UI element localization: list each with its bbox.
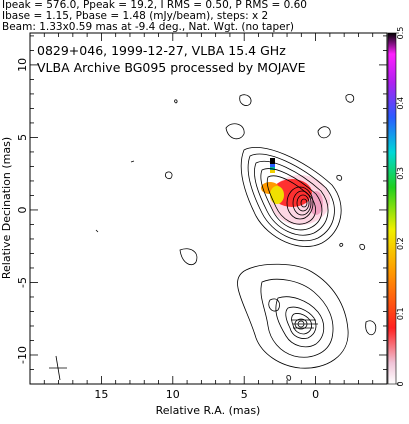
y-tick-label: -5 — [16, 277, 29, 288]
x-tick-label: 15 — [94, 388, 108, 401]
pol-pixel-black — [270, 158, 275, 164]
chart-title: 0829+046, 1999-12-27, VLBA 15.4 GHz — [37, 43, 286, 58]
plot-frame — [29, 32, 388, 385]
noise-marks — [95, 160, 135, 233]
core-contour-8 — [296, 194, 310, 212]
south-contour-10 — [365, 320, 377, 336]
outer-contour-9 — [359, 243, 366, 251]
core-contour-6 — [286, 186, 314, 220]
south-contour-4 — [285, 306, 317, 339]
south-contour-1 — [237, 263, 349, 369]
noise-mark-2 — [95, 229, 99, 233]
outer-contour-3 — [317, 126, 331, 139]
beam-marker — [49, 355, 67, 381]
x-tick-label: 10 — [166, 388, 180, 401]
core-contour-4 — [260, 168, 323, 231]
core-fill-yellow — [270, 186, 284, 204]
y-tick-label: 10 — [16, 58, 29, 72]
south-contours — [179, 248, 377, 381]
axes: 15 10 5 0 10 5 0 -5 -10 — [16, 33, 387, 401]
core-contour-5 — [266, 175, 316, 225]
y-tick-label: 5 — [16, 134, 29, 141]
south-contour-9 — [179, 248, 198, 266]
outer-contour-1 — [225, 123, 245, 140]
core-contour-3 — [254, 161, 329, 236]
contour-map — [49, 93, 377, 381]
x-tick-label: 5 — [241, 388, 248, 401]
pol-pixel-yellow — [270, 170, 275, 173]
outer-contour-2 — [239, 94, 252, 106]
colorbar-tick-label: 0.2 — [396, 237, 405, 250]
y-tick-label: -10 — [16, 346, 29, 364]
header-line-2: Ibase = 1.15, Pbase = 1.48 (mJy/beam), s… — [2, 10, 268, 22]
colorbar-tick-label: 0.1 — [396, 307, 405, 320]
outer-contour-5 — [165, 171, 173, 180]
outer-contour-7 — [336, 174, 343, 181]
core-contour-1 — [240, 146, 342, 247]
core-contour-9 — [300, 198, 308, 208]
outer-contours — [165, 93, 366, 251]
outer-contour-6 — [174, 99, 178, 104]
outer-contour-4 — [345, 93, 355, 103]
header-line-1: Ipeak = 576.0, Ppeak = 19.2, I RMS = 0.5… — [2, 0, 307, 11]
colorbar-ticks: 0 0.1 0.2 0.3 0.4 0.5 — [396, 27, 405, 387]
outer-contour-8 — [339, 242, 344, 247]
south-contour-5 — [291, 313, 312, 335]
y-tick-label: 0 — [16, 206, 29, 213]
core-contour-2 — [247, 153, 335, 242]
colorbar-tick-label: 0.5 — [396, 27, 405, 40]
colorbar-tick-label: 0 — [396, 381, 405, 386]
x-tick-label: 0 — [312, 388, 319, 401]
colorbar — [387, 32, 397, 385]
colorbar-tick-label: 0.3 — [396, 167, 405, 180]
core-contours — [240, 146, 342, 247]
y-axis-label: Relative Decination (mas) — [0, 137, 13, 279]
south-contour-11 — [286, 374, 292, 381]
x-axis-label: Relative R.A. (mas) — [156, 404, 261, 417]
noise-mark-1 — [130, 160, 135, 163]
south-contour-2 — [260, 278, 334, 358]
header-line-3: Beam: 1.33x0.59 mas at -9.4 deg., Nat. W… — [2, 21, 294, 33]
pol-pixel-blue — [270, 164, 275, 167]
core-contour-7 — [292, 190, 312, 216]
chart-subtitle: VLBA Archive BG095 processed by MOJAVE — [37, 60, 306, 75]
south-contour-8 — [268, 298, 280, 312]
south-contour-3 — [275, 296, 325, 348]
colorbar-tick-label: 0.4 — [396, 97, 405, 110]
